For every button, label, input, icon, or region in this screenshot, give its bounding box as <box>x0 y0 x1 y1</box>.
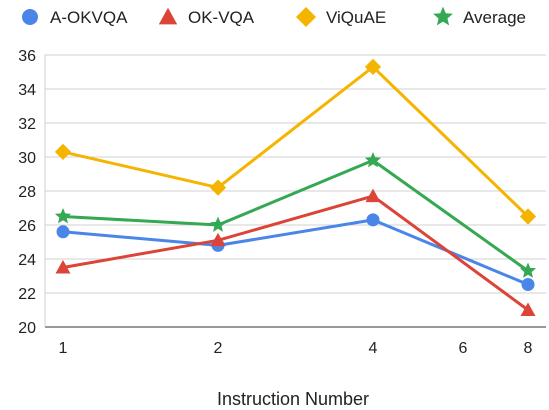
legend: A-OKVQA OK-VQA ViQuAE Average <box>22 6 526 27</box>
x-tick-label: 6 <box>459 340 468 357</box>
data-point-ok-vqa <box>210 232 226 247</box>
legend-marker-viquae <box>296 7 316 27</box>
y-tick-label: 26 <box>18 218 36 235</box>
y-tick-label: 22 <box>18 286 36 303</box>
data-point-viquae <box>209 179 227 196</box>
series-line-viquae <box>62 65 530 218</box>
x-tick-label: 8 <box>524 340 533 357</box>
data-point-ok-vqa <box>520 302 536 316</box>
legend-label-viquae: ViQuAE <box>326 8 386 27</box>
series-line-average <box>62 158 529 273</box>
x-axis-label: Instruction Number <box>217 389 369 409</box>
series-lines <box>62 65 530 312</box>
y-tick-label: 24 <box>18 252 36 269</box>
series-line-ok-vqa <box>62 194 529 312</box>
y-tick-label: 32 <box>18 116 36 133</box>
data-point-viquae <box>364 58 382 76</box>
data-point-average <box>364 151 382 168</box>
legend-label-a-okvqa: A-OKVQA <box>50 8 128 27</box>
legend-marker-ok-vqa <box>158 7 178 25</box>
data-point-ok-vqa <box>365 188 381 203</box>
data-point-a-okvqa <box>366 213 380 227</box>
data-point-a-okvqa <box>521 278 535 291</box>
grid <box>44 54 546 328</box>
legend-item-a-okvqa: A-OKVQA <box>22 8 128 27</box>
data-point-a-okvqa <box>56 225 70 239</box>
y-axis-ticks: 20 22 24 26 28 30 32 34 36 <box>18 48 36 337</box>
data-point-average <box>209 216 227 232</box>
legend-item-average: Average <box>433 6 526 27</box>
y-tick-label: 20 <box>18 320 36 337</box>
data-point-viquae <box>54 143 72 161</box>
legend-marker-average <box>433 6 453 26</box>
y-tick-label: 36 <box>18 48 36 65</box>
data-point-average <box>519 262 537 278</box>
legend-label-average: Average <box>463 8 526 27</box>
legend-label-ok-vqa: OK-VQA <box>188 8 255 27</box>
series-line-a-okvqa <box>62 218 529 286</box>
data-point-viquae <box>519 208 537 225</box>
legend-item-ok-vqa: OK-VQA <box>158 7 255 27</box>
legend-marker-a-okvqa <box>22 9 38 25</box>
x-tick-label: 4 <box>369 340 378 357</box>
x-tick-label: 1 <box>59 340 68 357</box>
data-point-ok-vqa <box>55 260 71 274</box>
y-tick-label: 30 <box>18 150 36 167</box>
series-markers <box>54 58 537 316</box>
x-tick-label: 2 <box>214 340 223 357</box>
y-tick-label: 34 <box>18 82 36 99</box>
data-point-average <box>54 208 72 224</box>
y-tick-label: 28 <box>18 184 36 201</box>
x-axis-ticks: 1 2 4 6 8 <box>59 340 533 357</box>
legend-item-viquae: ViQuAE <box>296 7 386 27</box>
